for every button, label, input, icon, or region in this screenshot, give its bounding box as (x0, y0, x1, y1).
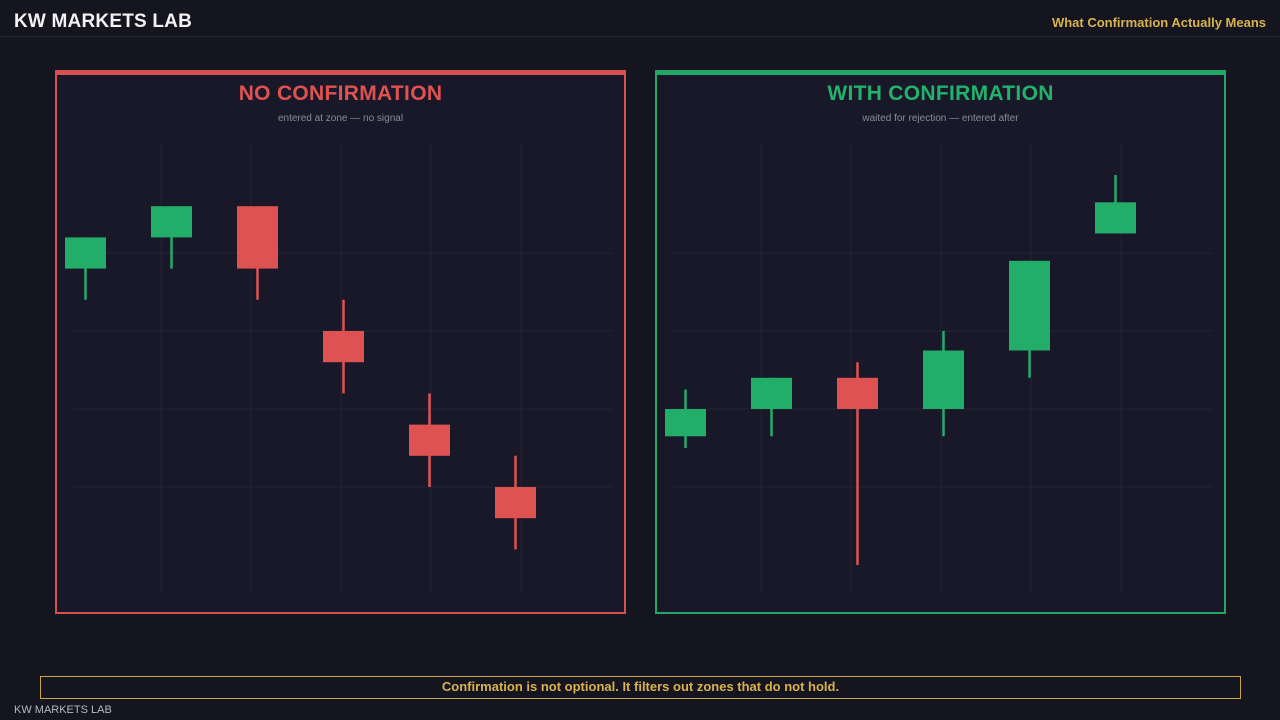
candle-body-bullish (923, 350, 964, 409)
candle-body-bearish (323, 331, 364, 363)
footer-message: Confirmation is not optional. It filters… (40, 676, 1241, 699)
candle-body-bullish (1009, 260, 1050, 351)
candle-body-bullish (65, 237, 106, 269)
panel-title-with-confirmation: WITH CONFIRMATION (827, 82, 1054, 105)
headline: What Confirmation Actually Means (1051, 15, 1266, 30)
candle-body-bullish (665, 409, 706, 437)
panel-with-confirmation: WITH CONFIRMATION waited for rejection —… (655, 70, 1226, 614)
footer-brand: KW MARKETS LAB (14, 704, 112, 716)
candle-body-bullish (151, 206, 192, 238)
panel-subtitle-no-confirmation: entered at zone — no signal (277, 113, 404, 124)
panel-no-confirmation: NO CONFIRMATION entered at zone — no sig… (55, 70, 626, 614)
candle-body-bearish (237, 206, 278, 269)
candle-body-bearish (837, 377, 878, 409)
panel-subtitle-with-confirmation: waited for rejection — entered after (862, 113, 1019, 124)
candle-body-bearish (495, 487, 536, 519)
candle-body-bullish (1095, 202, 1136, 234)
candle-body-bearish (409, 424, 450, 456)
panel-title-no-confirmation: NO CONFIRMATION (238, 82, 443, 105)
candle-body-bullish (751, 377, 792, 409)
chart-no-confirmation (65, 145, 612, 593)
brand-title: KW MARKETS LAB (14, 11, 193, 32)
chart-with-confirmation (665, 145, 1212, 593)
top-bar: KW MARKETS LAB What Confirmation Actuall… (0, 0, 1280, 37)
